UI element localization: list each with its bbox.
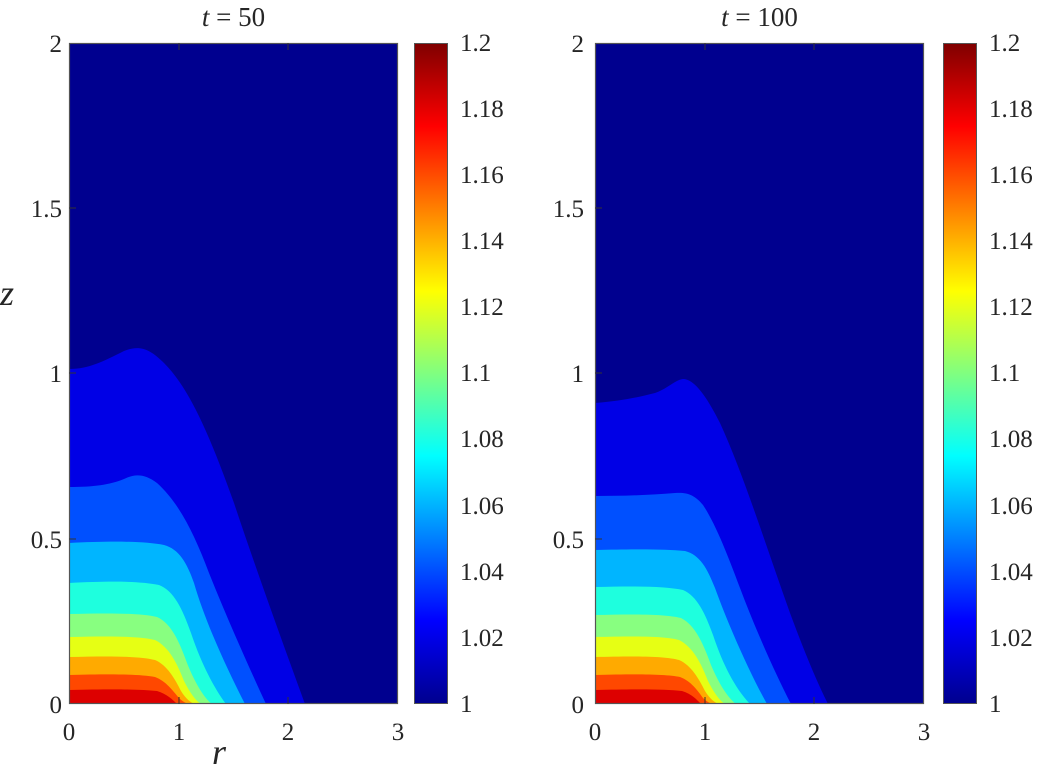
colorbar-t100 <box>943 43 977 704</box>
xtick-3: 3 <box>391 719 405 746</box>
ytick-1: 1 <box>49 361 63 388</box>
title-var: t <box>201 2 210 32</box>
cb-tick-1.18: 1.18 <box>460 96 504 123</box>
ytick-1: 1 <box>571 361 585 388</box>
contour-band-9 <box>69 689 177 704</box>
cb-tick-1.06: 1.06 <box>460 493 504 520</box>
contour-plot-t100 <box>594 42 925 705</box>
plot-title-t100: t = 100 <box>595 2 924 33</box>
ytick-2: 2 <box>49 31 63 58</box>
plot-title-t50: t = 50 <box>69 2 398 33</box>
cb-tick-1.12: 1.12 <box>460 294 504 321</box>
panel-t50: t = 50 2 1.5 1 0.5 0 0 1 2 3 r z 1.2 1.1… <box>0 0 520 770</box>
cb-tick-1.16: 1.16 <box>989 162 1033 189</box>
ytick-0: 0 <box>571 692 585 719</box>
cb-tick-1.14: 1.14 <box>989 228 1033 255</box>
cb-tick-1.08: 1.08 <box>460 426 504 453</box>
title-var: t <box>721 2 729 32</box>
cb-tick-1.2: 1.2 <box>460 30 492 57</box>
cb-tick-1.06: 1.06 <box>989 493 1033 520</box>
ytick-1.5: 1.5 <box>30 196 62 223</box>
cb-tick-1.08: 1.08 <box>989 426 1033 453</box>
x-axis-label: r <box>212 732 227 772</box>
xtick-2: 2 <box>281 719 295 746</box>
cb-tick-1: 1 <box>460 691 473 718</box>
xtick-1: 1 <box>698 719 712 746</box>
xtick-2: 2 <box>807 719 821 746</box>
cb-tick-1.2: 1.2 <box>989 30 1021 57</box>
xtick-3: 3 <box>917 719 931 746</box>
title-value: = 50 <box>209 2 266 32</box>
ytick-0: 0 <box>49 692 63 719</box>
y-axis-label: z <box>0 273 15 313</box>
cb-tick-1.12: 1.12 <box>989 294 1033 321</box>
cb-tick-1.04: 1.04 <box>989 559 1033 586</box>
cb-tick-1: 1 <box>989 691 1002 718</box>
ytick-0.5: 0.5 <box>30 527 62 554</box>
xtick-1: 1 <box>172 719 186 746</box>
cb-tick-1.1: 1.1 <box>460 360 492 387</box>
ytick-0.5: 0.5 <box>552 527 584 554</box>
contour-band-9 <box>595 689 701 704</box>
xtick-0: 0 <box>62 719 76 746</box>
ytick-1.5: 1.5 <box>552 196 584 223</box>
cb-tick-1.1: 1.1 <box>989 360 1021 387</box>
title-value: = 100 <box>728 2 798 32</box>
cb-tick-1.16: 1.16 <box>460 162 504 189</box>
contour-plot-t50 <box>68 42 399 705</box>
cb-tick-1.14: 1.14 <box>460 228 504 255</box>
cb-tick-1.04: 1.04 <box>460 559 504 586</box>
ytick-2: 2 <box>571 31 585 58</box>
cb-tick-1.18: 1.18 <box>989 96 1033 123</box>
cb-tick-1.02: 1.02 <box>989 625 1033 652</box>
xtick-0: 0 <box>588 719 602 746</box>
cb-tick-1.02: 1.02 <box>460 625 504 652</box>
colorbar-t50 <box>414 43 448 704</box>
